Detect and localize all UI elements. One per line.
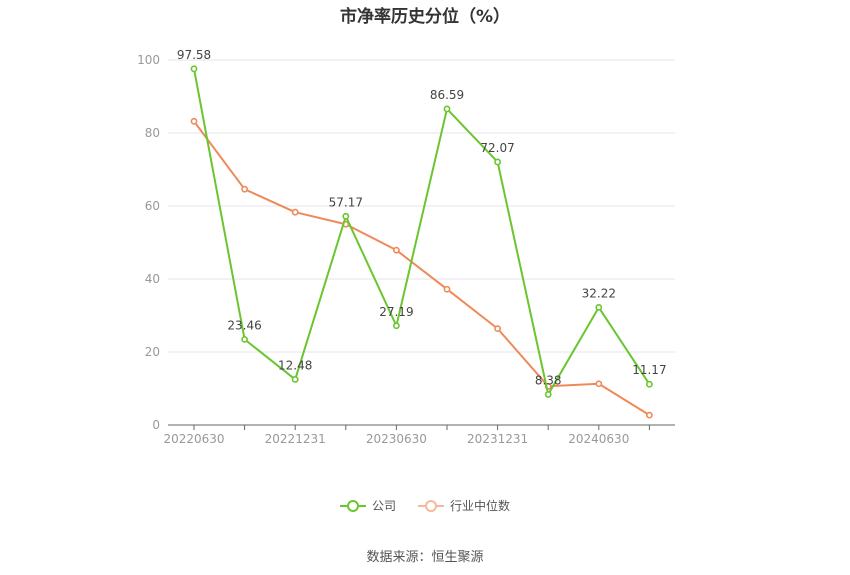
- data-source: 数据来源：恒生聚源: [366, 550, 484, 565]
- y-tick-label: 80: [145, 126, 160, 140]
- data-point-industry-median: [494, 325, 501, 333]
- y-tick-label: 20: [145, 345, 160, 359]
- data-labels: 97.58 23.46 12.48 57.17 27.19 86.59 72.07 8.38 3…: [177, 48, 667, 388]
- x-tick-label: 20221231: [265, 432, 326, 446]
- data-point-company: [544, 391, 552, 398]
- legend-label-company: 公司: [371, 499, 396, 513]
- y-tick-label: 60: [145, 199, 160, 213]
- series-layer: [190, 65, 653, 419]
- data-label: 23.46: [227, 318, 261, 332]
- data-point-company: [595, 303, 603, 311]
- x-axis: 20220630 20221231 20230630 20231231 20240630: [163, 424, 675, 446]
- data-label: 86.59: [430, 88, 464, 102]
- x-tick-label: 20231231: [467, 432, 528, 446]
- legend-item-company[interactable]: 公司: [339, 497, 396, 514]
- data-point-company: [646, 380, 653, 388]
- data-point-industry-median: [646, 411, 653, 419]
- data-point-industry-median: [443, 285, 451, 293]
- data-point-industry-median: [291, 208, 299, 216]
- x-tick-label: 20240630: [568, 432, 629, 446]
- data-point-company: [392, 322, 400, 330]
- data-label: 8.38: [535, 373, 562, 387]
- data-label: 12.48: [278, 358, 312, 372]
- data-label: 32.22: [582, 286, 616, 300]
- legend-swatch-industry-median: [418, 499, 444, 512]
- data-point-company: [443, 105, 451, 113]
- data-label: 11.17: [632, 363, 666, 377]
- x-tick-label: 20230630: [366, 432, 427, 446]
- data-point-company: [342, 212, 350, 220]
- data-point-industry-median: [595, 380, 603, 388]
- series-line-industry-median: [193, 120, 650, 416]
- legend-item-industry-median[interactable]: 行业中位数: [418, 497, 510, 514]
- chart-title: 市净率历史分位（%）: [339, 7, 511, 27]
- data-point-company: [190, 65, 198, 73]
- y-tick-label: 100: [137, 53, 160, 67]
- y-tick-label: 0: [152, 418, 160, 432]
- data-point-industry-median: [190, 117, 198, 125]
- data-point-company: [494, 158, 501, 166]
- data-point-industry-median: [392, 246, 400, 254]
- data-label: 72.07: [480, 141, 514, 155]
- data-label: 57.17: [329, 195, 363, 209]
- series-line-company: [193, 68, 651, 396]
- legend: 公司 行业中位数: [0, 497, 850, 514]
- legend-label-industry-median: 行业中位数: [450, 499, 511, 513]
- x-tick-label: 20220630: [163, 432, 224, 446]
- y-tick-label: 40: [145, 272, 160, 286]
- data-label: 27.19: [379, 305, 413, 319]
- data-point-company: [241, 335, 248, 343]
- data-label: 97.58: [177, 48, 211, 62]
- data-point-industry-median: [241, 185, 248, 193]
- data-point-company: [291, 376, 299, 383]
- y-axis: 0 20 40 60 80 100: [137, 53, 160, 432]
- grid-lines: [168, 59, 675, 353]
- legend-swatch-company: [339, 499, 366, 512]
